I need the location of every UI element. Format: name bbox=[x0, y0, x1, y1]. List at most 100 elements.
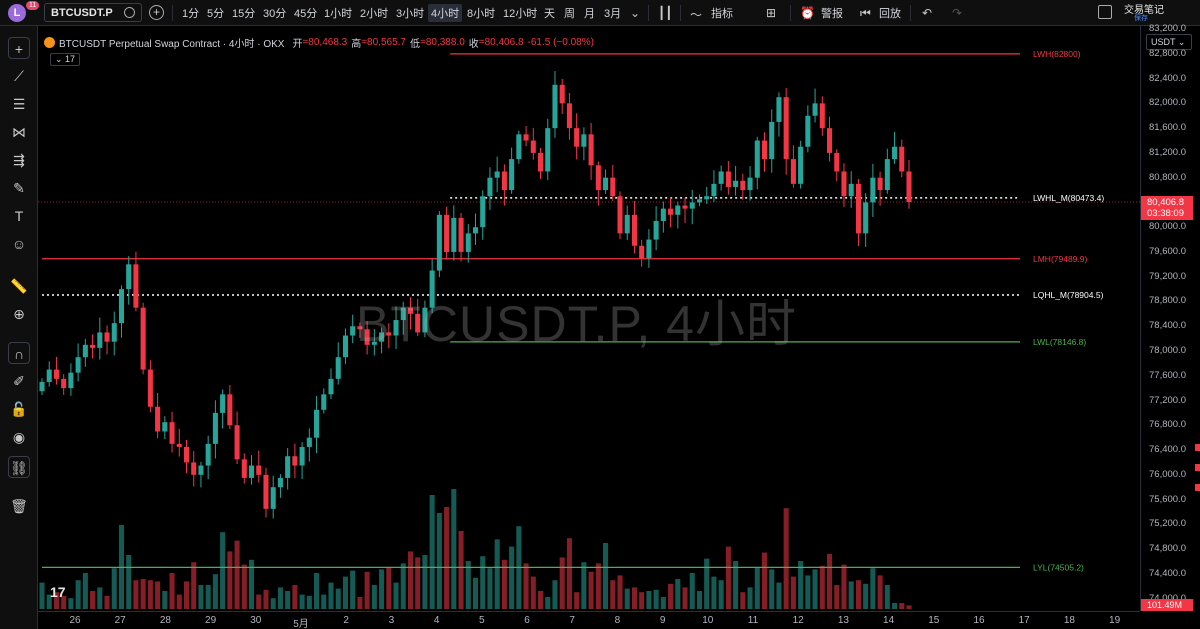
timeframe-1w[interactable]: 周 bbox=[564, 8, 575, 20]
fib-lines-icon[interactable]: ☰ bbox=[12, 96, 26, 112]
brush-icon[interactable]: ✎ bbox=[13, 180, 25, 196]
volume-bar bbox=[899, 603, 905, 609]
candle-body bbox=[97, 332, 103, 348]
timeframe-45m[interactable]: 45分 bbox=[294, 8, 318, 20]
crosshair-icon[interactable]: + bbox=[8, 37, 30, 59]
timeframe-3h[interactable]: 3小时 bbox=[396, 8, 425, 20]
timeframe-4h[interactable]: 4小时 bbox=[428, 4, 463, 22]
volume-bar bbox=[682, 587, 688, 609]
layout-icon[interactable] bbox=[1098, 5, 1112, 19]
volume-bar bbox=[581, 562, 587, 609]
currency-select[interactable]: USDT ⌄ bbox=[1146, 34, 1192, 50]
candle-body bbox=[191, 462, 197, 475]
alarm-clock-icon[interactable]: ⏰ bbox=[800, 6, 815, 20]
save-link[interactable]: 保存 bbox=[1134, 15, 1148, 22]
price-tick: 77,600.0 bbox=[1149, 369, 1186, 381]
alert-button[interactable]: 警报 bbox=[821, 8, 843, 20]
zoom-in-icon[interactable]: ⊕ bbox=[13, 306, 25, 322]
candle-type-icon[interactable]: ┃┃ bbox=[658, 6, 673, 20]
time-tick: 5月 bbox=[293, 619, 309, 629]
candle-body bbox=[776, 97, 782, 122]
indicators-collapse-button[interactable]: ⌄ 17 bbox=[50, 53, 81, 66]
price-tick: 81,200.0 bbox=[1149, 146, 1186, 158]
time-tick: 5 bbox=[479, 615, 485, 626]
timeframe-1d[interactable]: 天 bbox=[544, 8, 555, 20]
timeframe-1m[interactable]: 1分 bbox=[182, 8, 200, 20]
volume-bar bbox=[776, 582, 782, 609]
volume-bar bbox=[906, 605, 912, 609]
timeframe-15m[interactable]: 15分 bbox=[232, 8, 256, 20]
volume-bar bbox=[646, 591, 652, 609]
indicators-icon[interactable]: 〜 bbox=[690, 8, 703, 22]
add-symbol-button[interactable]: + bbox=[149, 5, 164, 20]
replay-button[interactable]: 回放 bbox=[879, 8, 901, 20]
compare-icon[interactable] bbox=[124, 7, 135, 18]
timeframe-12h[interactable]: 12小时 bbox=[503, 8, 538, 20]
volume-bar bbox=[306, 595, 312, 609]
ruler-icon[interactable]: 📏 bbox=[10, 278, 28, 294]
price-axis[interactable]: USDT ⌄ 83,200.0 82,800.0 82,400.0 82,000.0 8… bbox=[1140, 23, 1200, 611]
volume-bar bbox=[523, 563, 529, 609]
volume-bar bbox=[90, 591, 96, 609]
candle-body bbox=[509, 159, 515, 191]
candle-body bbox=[624, 214, 630, 234]
undo-icon[interactable]: ↶ bbox=[922, 6, 933, 20]
volume-bar bbox=[588, 571, 594, 609]
timeframe-1h[interactable]: 1小时 bbox=[324, 8, 353, 20]
replay-icon[interactable]: ⏮ bbox=[860, 6, 871, 20]
candle-body bbox=[350, 326, 356, 336]
timeframe-5m[interactable]: 5分 bbox=[207, 8, 225, 20]
candle-body bbox=[494, 171, 500, 178]
avatar[interactable]: L bbox=[8, 4, 26, 22]
candle-body bbox=[220, 394, 226, 413]
measure-icon[interactable]: ⇶ bbox=[13, 152, 25, 168]
candle-body bbox=[610, 177, 616, 197]
candle-body bbox=[617, 196, 623, 234]
candle-body bbox=[516, 134, 522, 160]
candle-body bbox=[241, 459, 247, 478]
volume-bar bbox=[155, 581, 161, 609]
candle-body bbox=[848, 183, 854, 197]
volume-bar bbox=[169, 573, 175, 609]
timeframe-3mo[interactable]: 3月 bbox=[604, 8, 622, 20]
volume-bar bbox=[884, 585, 890, 609]
candle-body bbox=[819, 103, 825, 129]
time-axis[interactable]: 26 27 28 29 30 5月 2 3 4 5 6 7 8 9 10 11 12 13 14 15 16 17 18 19 bbox=[38, 611, 1140, 629]
symbol-search-button[interactable]: BTCUSDT.P bbox=[44, 3, 142, 22]
level-label: LWH(82800) bbox=[1033, 49, 1081, 59]
trade-notes-button[interactable]: 交易笔记 bbox=[1124, 5, 1164, 16]
timeframe-1mo[interactable]: 月 bbox=[584, 8, 595, 20]
low-label: 低 bbox=[409, 39, 420, 50]
symbol-legend[interactable]: BTCUSDT Perpetual Swap Contract · 4小时 · … bbox=[44, 35, 598, 50]
volume-bar bbox=[740, 592, 746, 609]
text-icon[interactable]: T bbox=[14, 208, 24, 224]
lock-drawing-icon[interactable]: ✐ bbox=[13, 373, 25, 389]
tradingview-logo[interactable]: 17 bbox=[50, 584, 66, 600]
pattern-icon[interactable]: ⋈ bbox=[12, 124, 26, 140]
layout-grid-icon[interactable]: ⊞ bbox=[766, 6, 777, 20]
trend-line-icon[interactable]: ⟋ bbox=[14, 68, 24, 84]
time-tick: 10 bbox=[702, 615, 714, 626]
volume-bar bbox=[451, 489, 457, 609]
chevron-down-icon[interactable]: ⌄ bbox=[630, 6, 641, 20]
indicators-button[interactable]: 指标 bbox=[711, 8, 733, 20]
magnet-icon[interactable]: ∩ bbox=[8, 342, 30, 364]
currency-label: USDT bbox=[1151, 37, 1176, 47]
candle-body bbox=[523, 134, 529, 141]
trash-icon[interactable]: 🗑 bbox=[10, 498, 28, 514]
eye-icon[interactable]: ◉ bbox=[12, 429, 26, 445]
volume-bar bbox=[805, 575, 811, 609]
redo-icon[interactable]: ↷ bbox=[952, 6, 963, 20]
candle-body bbox=[415, 313, 421, 333]
timeframe-30m[interactable]: 30分 bbox=[263, 8, 287, 20]
volume-bar bbox=[841, 564, 847, 609]
volume-bar bbox=[97, 587, 103, 609]
emoji-icon[interactable]: ☺ bbox=[11, 236, 27, 252]
chart-pane[interactable]: LWH(82800) LWHL_M(80473.4) LMH(79489.9) LQH… bbox=[38, 26, 1140, 611]
timeframe-2h[interactable]: 2小时 bbox=[360, 8, 389, 20]
candle-body bbox=[198, 465, 204, 475]
lock-icon[interactable]: 🔓 bbox=[10, 401, 28, 417]
candle-body bbox=[118, 289, 125, 324]
link-icon[interactable]: ⛓ bbox=[8, 456, 30, 478]
timeframe-8h[interactable]: 8小时 bbox=[467, 8, 496, 20]
